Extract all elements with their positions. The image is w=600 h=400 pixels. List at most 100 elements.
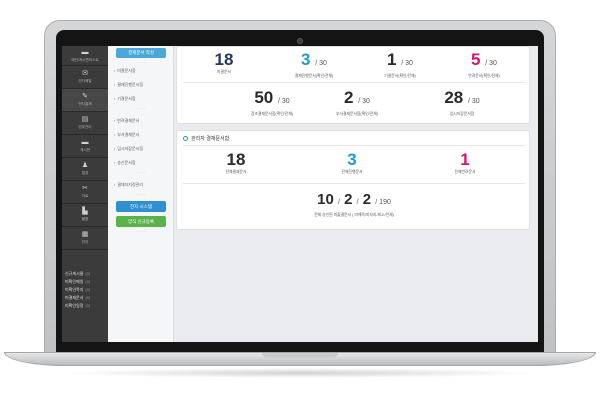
document-stats-panel: 18 미결문서 3 / 30 결재진행문서(확인/전체) 1 / 30 기결문서…	[176, 46, 530, 124]
quick-link-label: 미결재문서	[65, 295, 84, 300]
settings-icon: ▦	[81, 231, 89, 238]
stat-in-progress[interactable]: 3 / 30 결재진행문서(확인/전체)	[269, 51, 359, 79]
nav-item-document[interactable]: ▤ 업무관리	[62, 112, 108, 135]
divider	[183, 82, 525, 83]
sub-menu: 결재문서 작성 · · · 미결문서함 결재진행문서함 기결문서함 · · · …	[108, 46, 174, 342]
stat-value: 18	[226, 150, 246, 169]
document-icon: ▤	[81, 116, 89, 123]
camera-icon	[297, 38, 303, 44]
stat-value: 3 / 30	[301, 50, 327, 69]
nav-item-cart[interactable]: ▙ 물품	[62, 204, 108, 227]
nav-item-person[interactable]: ♟ 일정	[62, 158, 108, 181]
submenu-item-rejected[interactable]: 반려결재문서	[114, 118, 168, 124]
quick-link-label: 미확인일정	[65, 303, 84, 308]
stat-label: 기결문서(확인/전체)	[384, 74, 416, 78]
stat-label: 결재진행문서(확인/전체)	[294, 74, 334, 78]
main-nav: ▬ 메인/게시판리스트 ✉ 전자메일 ✎ 전자결재 ▤ 업무관리 ▬ 게시판 ♟ 일정 ✂ 자료 ▙ 물품 ▦ 관…	[62, 46, 108, 342]
stat-label: 전체결재문서	[225, 170, 247, 174]
submenu-item-department[interactable]: 부서결재문서	[114, 132, 168, 138]
screen: ▬ 메인/게시판리스트 ✉ 전자메일 ✎ 전자결재 ▤ 업무관리 ▬ 게시판 ♟ 일정 ✂ 자료 ▙ 물품 ▦ 관…	[62, 46, 538, 342]
quick-link-count: (0)	[85, 295, 91, 300]
panel-title: 관리자 결재문서함	[183, 135, 229, 143]
nav-label: 관리	[81, 240, 89, 244]
write-document-button[interactable]: 결재문서 작성	[116, 48, 166, 58]
mail-icon: ✉	[82, 70, 88, 77]
nav-label: 자료	[81, 194, 89, 198]
quick-link[interactable]: 미확인쪽지 (0)	[65, 286, 107, 294]
quick-link[interactable]: 미결재문서 (0)	[65, 294, 107, 302]
submenu-item-completed[interactable]: 기결문서함	[114, 96, 168, 102]
nav-label: 업무관리	[78, 125, 92, 129]
circle-icon	[183, 136, 188, 142]
menu-separator: · · ·	[137, 170, 145, 176]
stat-value: 2 / 30	[344, 88, 370, 107]
nav-item-chat[interactable]: ▬ 게시판	[62, 135, 108, 158]
stat-value: 18	[214, 50, 234, 69]
quick-link-count: (0)	[85, 303, 91, 308]
nav-label: 일정	[81, 171, 89, 175]
nav-label: 게시판	[80, 148, 90, 152]
stat-label: 전체진행문서	[341, 170, 363, 174]
stat-reference[interactable]: 50 / 30 참조결재문서함(확인/전체)	[227, 89, 317, 117]
stat-pending[interactable]: 18 미결문서	[179, 51, 269, 75]
menu-separator: · · ·	[137, 60, 145, 66]
quick-link-label: 신규게시물	[65, 271, 84, 276]
cart-icon: ▙	[82, 208, 88, 215]
submenu-item-pending[interactable]: 미결문서함	[114, 68, 168, 74]
stat-admin-in-progress[interactable]: 3 전체진행문서	[307, 151, 397, 175]
stat-rejected[interactable]: 5 / 30 반려문서(확인/전체)	[439, 51, 529, 79]
stat-drafts[interactable]: 28 / 30 임시저장문서함	[417, 89, 507, 117]
stat-label: 전체반려문서	[454, 170, 476, 174]
quick-link-count: (0)	[85, 271, 91, 276]
menu-separator: · · ·	[137, 192, 145, 198]
nav-label: 전자메일	[78, 79, 92, 83]
stat-value: 3	[347, 150, 357, 169]
quick-link-count: (0)	[85, 287, 91, 292]
divider	[183, 145, 525, 146]
quick-link[interactable]: 미확인메일 (0)	[65, 278, 107, 286]
laptop-notch	[262, 353, 338, 358]
stat-label: 임시저장문서함	[449, 112, 475, 116]
nav-item-settings[interactable]: ▦ 관리	[62, 227, 108, 250]
quick-link-label: 미확인메일	[65, 279, 84, 284]
laptop-shadow	[60, 368, 540, 378]
stat-completed[interactable]: 1 / 30 기결문서(확인/전체)	[355, 51, 445, 79]
nav-label: 전자결재	[78, 102, 92, 106]
stat-admin-rejected[interactable]: 1 전체반려문서	[420, 151, 510, 175]
nav-item-mail[interactable]: ✉ 전자메일	[62, 66, 108, 89]
nav-item-approval[interactable]: ✎ 전자결재	[62, 89, 108, 112]
nav-label: 물품	[81, 217, 89, 221]
stat-label: 전체 승인된 미출결문서 ( 미해독/미처리/회소/전체)	[314, 213, 394, 217]
submenu-item-sent[interactable]: 송신문서함	[114, 160, 168, 166]
nav-label: 메인/게시판리스트	[71, 57, 99, 62]
submenu-item-approver-settings[interactable]: 결재자지정관리	[114, 182, 168, 188]
stat-label: 미결문서	[217, 70, 231, 74]
register-form-button[interactable]: 양식 신규등록	[116, 216, 166, 227]
stat-label: 부서결재문서함(확인/전체)	[335, 112, 378, 116]
divider	[183, 183, 525, 184]
stat-value: 50 / 30	[254, 88, 290, 107]
admin-stats-panel: 관리자 결재문서함 18 전체결재문서 3 전체진행문서 1 전체반려문서 10…	[176, 130, 530, 230]
home-icon: ▬	[81, 48, 89, 56]
stat-value: 10 / 2 / 2 / 190	[317, 191, 391, 208]
person-icon: ♟	[81, 162, 89, 169]
stat-value: 1	[460, 150, 470, 169]
chat-icon: ▬	[81, 139, 89, 146]
stat-department[interactable]: 2 / 30 부서결재문서함(확인/전체)	[312, 89, 402, 117]
quick-links: 신규게시물 (0) 미확인메일 (0) 미확인쪽지 (0) 미결재문서 (0) 미확인일정 (0)	[65, 270, 107, 310]
submenu-item-in-progress[interactable]: 결재진행문서함	[114, 82, 168, 88]
quick-link[interactable]: 미확인일정 (0)	[65, 302, 107, 310]
nav-item-tool[interactable]: ✂ 자료	[62, 181, 108, 204]
menu-separator: · · ·	[137, 106, 145, 112]
stat-label: 반려문서(확인/전체)	[468, 74, 500, 78]
stat-admin-combined[interactable]: 10 / 2 / 2 / 190 전체 승인된 미출결문서 ( 미해독/미처리/…	[259, 191, 449, 218]
stat-admin-total[interactable]: 18 전체결재문서	[191, 151, 281, 175]
submenu-item-drafts[interactable]: 임시저장문서함	[114, 146, 168, 152]
system-button[interactable]: 전자 시스템	[116, 201, 166, 212]
stat-value: 5 / 30	[471, 50, 497, 69]
menu-separator: · · ·	[137, 229, 145, 235]
stat-label: 참조결재문서함(확인/전체)	[250, 112, 293, 116]
stat-value: 1 / 30	[387, 50, 413, 69]
nav-item-home[interactable]: ▬ 메인/게시판리스트	[62, 46, 108, 66]
quick-link[interactable]: 신규게시물 (0)	[65, 270, 107, 278]
